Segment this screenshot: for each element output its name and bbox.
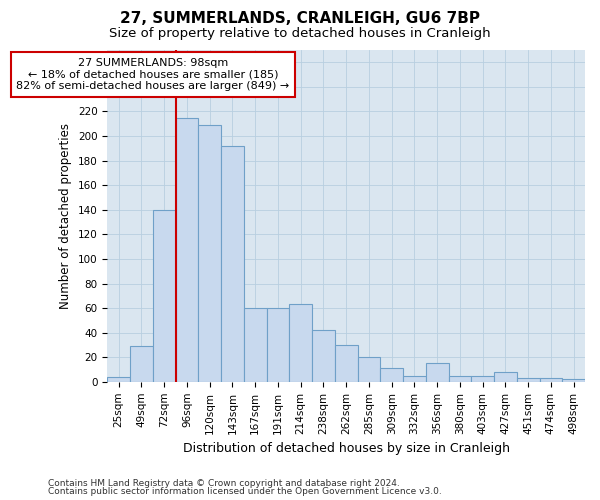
Bar [358,357,380,382]
Bar [176,118,199,382]
Text: 27 SUMMERLANDS: 98sqm
← 18% of detached houses are smaller (185)
82% of semi-det: 27 SUMMERLANDS: 98sqm ← 18% of detached … [16,58,289,91]
Bar [380,368,403,382]
Text: 27, SUMMERLANDS, CRANLEIGH, GU6 7BP: 27, SUMMERLANDS, CRANLEIGH, GU6 7BP [120,11,480,26]
Bar [153,210,176,382]
Text: Contains HM Land Registry data © Crown copyright and database right 2024.: Contains HM Land Registry data © Crown c… [48,478,400,488]
Bar [403,376,426,382]
Bar [221,146,244,382]
Bar [539,378,562,382]
Bar [312,330,335,382]
Bar [517,378,539,382]
Bar [244,308,266,382]
Bar [266,308,289,382]
Text: Contains public sector information licensed under the Open Government Licence v3: Contains public sector information licen… [48,487,442,496]
Text: Size of property relative to detached houses in Cranleigh: Size of property relative to detached ho… [109,28,491,40]
Bar [562,380,585,382]
Bar [426,364,449,382]
Bar [449,376,471,382]
Bar [471,376,494,382]
Bar [494,372,517,382]
Bar [199,125,221,382]
Y-axis label: Number of detached properties: Number of detached properties [59,123,73,309]
Bar [289,304,312,382]
Bar [335,345,358,382]
Bar [130,346,153,382]
X-axis label: Distribution of detached houses by size in Cranleigh: Distribution of detached houses by size … [182,442,509,455]
Bar [107,377,130,382]
